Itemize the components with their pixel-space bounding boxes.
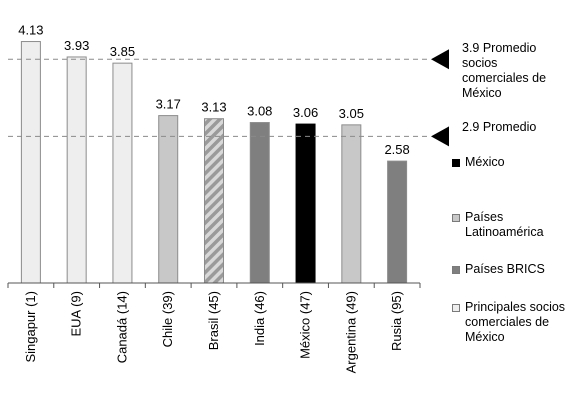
- bar-4: [204, 118, 224, 284]
- legend-label-mexico: México: [465, 155, 505, 169]
- bars-layer: [20, 41, 408, 284]
- reference-lines-layer: [8, 58, 428, 137]
- legend-item-mexico: México: [452, 155, 505, 170]
- legend-label-socios: Principales socios comerciales de México: [465, 300, 566, 344]
- value-label-3: 3.17: [156, 97, 181, 112]
- reference-line-label-socios: 3.9 Promedio socios comerciales de Méxic…: [462, 41, 547, 100]
- legend-label-brics: Países BRICS: [465, 262, 545, 276]
- value-label-8: 2.58: [384, 142, 409, 157]
- legend-swatch-latinoamerica: [452, 214, 460, 222]
- reference-marker-0: [431, 49, 449, 70]
- legend-item-socios: Principales socios comerciales de México: [452, 300, 565, 345]
- category-label-0: Singapur (1): [23, 291, 38, 363]
- value-label-5: 3.08: [247, 104, 272, 119]
- bar-5: [249, 122, 270, 284]
- legend-swatch-mexico: [452, 159, 460, 167]
- category-label-7: Argentina (49): [343, 291, 358, 373]
- bar-0: [20, 41, 41, 284]
- bar-2: [112, 62, 133, 284]
- category-label-4: Brasil (45): [206, 291, 221, 350]
- reference-line-label-promedio: 2.9 Promedio: [462, 120, 537, 134]
- bar-1: [66, 56, 87, 284]
- value-label-7: 3.05: [339, 106, 364, 121]
- legend-swatch-socios: [452, 304, 460, 312]
- value-label-6: 3.06: [293, 105, 318, 120]
- reference-marker-1: [431, 126, 449, 147]
- markers-layer: [431, 49, 449, 147]
- legend-item-latinoamerica: Países Latinoamérica: [452, 210, 544, 240]
- bar-8: [387, 160, 408, 284]
- value-label-2: 3.85: [110, 44, 135, 59]
- x-axis: [7, 282, 421, 288]
- category-label-1: EUA (9): [69, 291, 84, 337]
- category-label-2: Canadá (14): [114, 291, 129, 363]
- value-label-0: 4.13: [18, 23, 43, 38]
- legend-label-latinoamerica: Países Latinoamérica: [465, 210, 544, 239]
- category-label-5: India (46): [252, 291, 267, 346]
- value-label-1: 3.93: [64, 38, 89, 53]
- bar-6: [295, 123, 316, 284]
- labels-layer: 4.13 Singapur (1) 3.93 EUA (9) 3.85 Canadá (1…: [18, 23, 410, 374]
- category-label-6: México (47): [298, 291, 313, 359]
- legend-item-brics: Países BRICS: [452, 262, 545, 277]
- value-label-4: 3.13: [201, 100, 226, 115]
- legend-swatch-brics: [452, 266, 460, 274]
- bar-3: [158, 115, 179, 284]
- category-label-8: Rusia (95): [389, 291, 404, 351]
- category-label-3: Chile (39): [160, 291, 175, 347]
- bar-7: [341, 124, 362, 284]
